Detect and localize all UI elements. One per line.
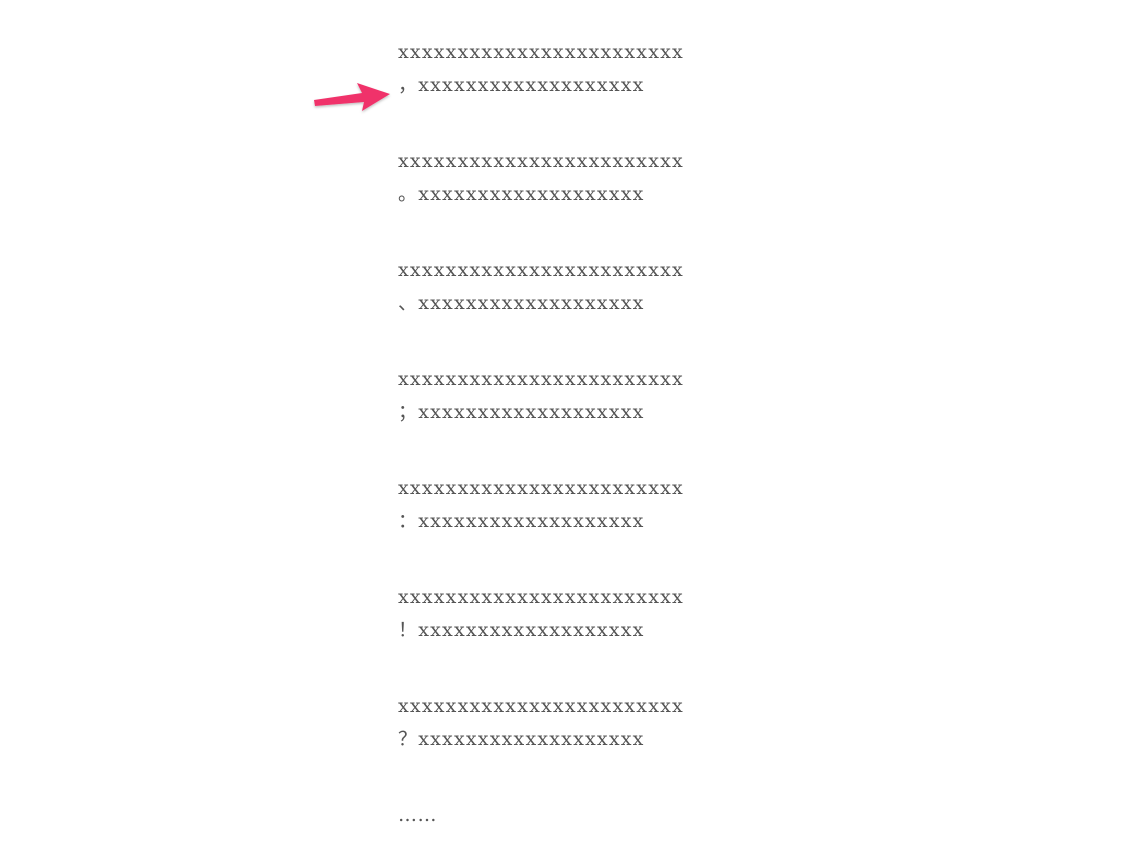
paragraph: xxxxxxxxxxxxxxxxxxxxxxxx ！xxxxxxxxxxxxxx…	[398, 581, 818, 690]
paragraph-line: xxxxxxxxxxxxxxxxxxxxxxxx	[398, 41, 684, 63]
paragraph-line: ：xxxxxxxxxxxxxxxxxxx	[398, 510, 645, 532]
paragraph-line: ！xxxxxxxxxxxxxxxxxxx	[398, 619, 645, 641]
arrow-right-icon	[314, 83, 390, 111]
paragraph-line: ，xxxxxxxxxxxxxxxxxxx	[398, 74, 645, 96]
paragraph-line: xxxxxxxxxxxxxxxxxxxxxxxx	[398, 477, 684, 499]
paragraph-line: ；xxxxxxxxxxxxxxxxxxx	[398, 401, 645, 423]
paragraph-line: xxxxxxxxxxxxxxxxxxxxxxxx	[398, 150, 684, 172]
paragraph-line: xxxxxxxxxxxxxxxxxxxxxxxx	[398, 259, 684, 281]
paragraph-line: xxxxxxxxxxxxxxxxxxxxxxxx	[398, 695, 684, 717]
paragraph: xxxxxxxxxxxxxxxxxxxxxxxx 、xxxxxxxxxxxxxx…	[398, 254, 818, 363]
ending-ellipsis: ……	[398, 804, 437, 826]
paragraph: xxxxxxxxxxxxxxxxxxxxxxxx 。xxxxxxxxxxxxxx…	[398, 145, 818, 254]
paragraph: xxxxxxxxxxxxxxxxxxxxxxxx ：xxxxxxxxxxxxxx…	[398, 472, 818, 581]
paragraph: xxxxxxxxxxxxxxxxxxxxxxxx ；xxxxxxxxxxxxxx…	[398, 363, 818, 472]
paragraph-line: ？xxxxxxxxxxxxxxxxxxx	[398, 728, 645, 750]
paragraph: xxxxxxxxxxxxxxxxxxxxxxxx ？xxxxxxxxxxxxxx…	[398, 690, 818, 799]
paragraph-line: 。xxxxxxxxxxxxxxxxxxx	[398, 183, 645, 205]
document-body: xxxxxxxxxxxxxxxxxxxxxxxx ，xxxxxxxxxxxxxx…	[398, 36, 818, 832]
paragraph: xxxxxxxxxxxxxxxxxxxxxxxx ，xxxxxxxxxxxxxx…	[398, 36, 818, 145]
paragraph-line: xxxxxxxxxxxxxxxxxxxxxxxx	[398, 368, 684, 390]
paragraph-line: 、xxxxxxxxxxxxxxxxxxx	[398, 292, 645, 314]
paragraph-line: xxxxxxxxxxxxxxxxxxxxxxxx	[398, 586, 684, 608]
